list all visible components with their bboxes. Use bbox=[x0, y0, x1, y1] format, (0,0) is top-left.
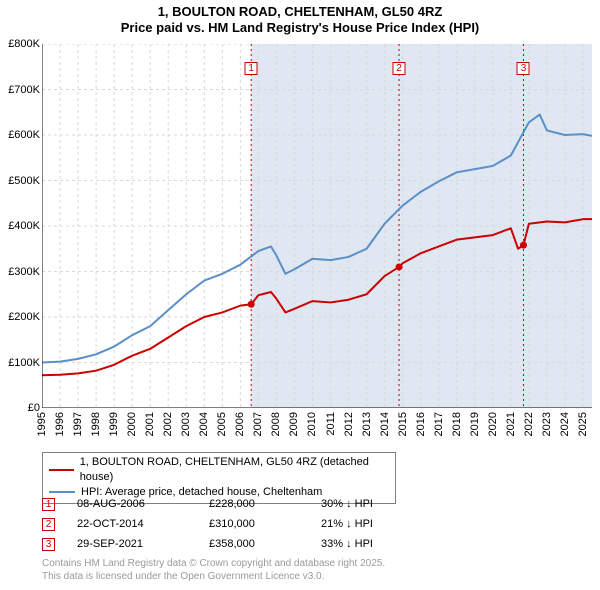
title-line-1: 1, BOULTON ROAD, CHELTENHAM, GL50 4RZ bbox=[0, 4, 600, 20]
x-tick-label: 1995 bbox=[36, 412, 48, 436]
event-badge-1: 1 bbox=[42, 498, 55, 511]
event-badge-3: 3 bbox=[42, 538, 55, 551]
event-row-1: 1 08-AUG-2006 £228,000 30% ↓ HPI bbox=[42, 494, 373, 514]
x-tick-label: 2020 bbox=[487, 412, 499, 436]
x-tick-label: 1998 bbox=[90, 412, 102, 436]
event-diff-1: 30% ↓ HPI bbox=[321, 498, 373, 510]
x-tick-label: 2019 bbox=[469, 412, 481, 436]
x-tick-label: 2025 bbox=[577, 412, 589, 436]
event-date-1: 08-AUG-2006 bbox=[77, 498, 209, 510]
annotation-badge-3: 3 bbox=[517, 62, 530, 75]
legend-swatch-property bbox=[49, 469, 74, 471]
x-tick-label: 1997 bbox=[72, 412, 84, 436]
x-tick-label: 1999 bbox=[108, 412, 120, 436]
event-price-3: £358,000 bbox=[209, 538, 321, 550]
y-tick-label: £700K bbox=[8, 84, 40, 96]
annotation-badge-1: 1 bbox=[245, 62, 258, 75]
x-tick-label: 2017 bbox=[433, 412, 445, 436]
x-tick-label: 2016 bbox=[415, 412, 427, 436]
x-tick-label: 2011 bbox=[325, 412, 337, 436]
x-tick-label: 2002 bbox=[162, 412, 174, 436]
x-tick-label: 2018 bbox=[451, 412, 463, 436]
title-block: 1, BOULTON ROAD, CHELTENHAM, GL50 4RZ Pr… bbox=[0, 0, 600, 37]
event-date-3: 29-SEP-2021 bbox=[77, 538, 209, 550]
x-tick-label: 2010 bbox=[306, 412, 318, 436]
event-diff-3: 33% ↓ HPI bbox=[321, 538, 373, 550]
x-tick-label: 2006 bbox=[234, 412, 246, 436]
x-tick-label: 2024 bbox=[559, 412, 571, 436]
footer-line-1: Contains HM Land Registry data © Crown c… bbox=[42, 558, 385, 571]
x-tick-label: 2007 bbox=[252, 412, 264, 436]
x-tick-label: 2004 bbox=[198, 412, 210, 436]
x-tick-label: 2009 bbox=[288, 412, 300, 436]
x-tick-label: 2014 bbox=[379, 412, 391, 436]
sale-events-table: 1 08-AUG-2006 £228,000 30% ↓ HPI 2 22-OC… bbox=[42, 494, 373, 554]
x-tick-label: 2023 bbox=[541, 412, 553, 436]
y-tick-label: £100K bbox=[8, 357, 40, 369]
y-tick-label: £400K bbox=[8, 220, 40, 232]
x-tick-label: 2015 bbox=[397, 412, 409, 436]
event-date-2: 22-OCT-2014 bbox=[77, 518, 209, 530]
event-row-2: 2 22-OCT-2014 £310,000 21% ↓ HPI bbox=[42, 514, 373, 534]
y-tick-label: £600K bbox=[8, 129, 40, 141]
x-tick-label: 1996 bbox=[54, 412, 66, 436]
x-tick-label: 2008 bbox=[270, 412, 282, 436]
event-row-3: 3 29-SEP-2021 £358,000 33% ↓ HPI bbox=[42, 534, 373, 554]
event-price-2: £310,000 bbox=[209, 518, 321, 530]
event-price-1: £228,000 bbox=[209, 498, 321, 510]
x-tick-label: 2012 bbox=[343, 412, 355, 436]
x-tick-label: 2003 bbox=[180, 412, 192, 436]
annotation-badge-2: 2 bbox=[393, 62, 406, 75]
footer-line-2: This data is licensed under the Open Gov… bbox=[42, 571, 385, 584]
legend-row-property: 1, BOULTON ROAD, CHELTENHAM, GL50 4RZ (d… bbox=[49, 455, 389, 485]
x-tick-label: 2005 bbox=[216, 412, 228, 436]
title-line-2: Price paid vs. HM Land Registry's House … bbox=[0, 20, 600, 36]
y-tick-label: £200K bbox=[8, 311, 40, 323]
chart-plot-area bbox=[42, 44, 592, 408]
chart-svg bbox=[42, 44, 592, 408]
x-tick-label: 2021 bbox=[505, 412, 517, 436]
x-tick-label: 2022 bbox=[523, 412, 535, 436]
y-tick-label: £800K bbox=[8, 38, 40, 50]
event-diff-2: 21% ↓ HPI bbox=[321, 518, 373, 530]
x-tick-label: 2001 bbox=[144, 412, 156, 436]
event-badge-2: 2 bbox=[42, 518, 55, 531]
x-tick-label: 2013 bbox=[361, 412, 373, 436]
legend-label-property: 1, BOULTON ROAD, CHELTENHAM, GL50 4RZ (d… bbox=[80, 455, 389, 485]
attribution-footer: Contains HM Land Registry data © Crown c… bbox=[42, 558, 385, 583]
y-tick-label: £300K bbox=[8, 266, 40, 278]
chart-container: { "title": { "line1": "1, BOULTON ROAD, … bbox=[0, 0, 600, 590]
x-tick-label: 2000 bbox=[126, 412, 138, 436]
legend-swatch-hpi bbox=[49, 491, 75, 493]
y-tick-label: £500K bbox=[8, 175, 40, 187]
